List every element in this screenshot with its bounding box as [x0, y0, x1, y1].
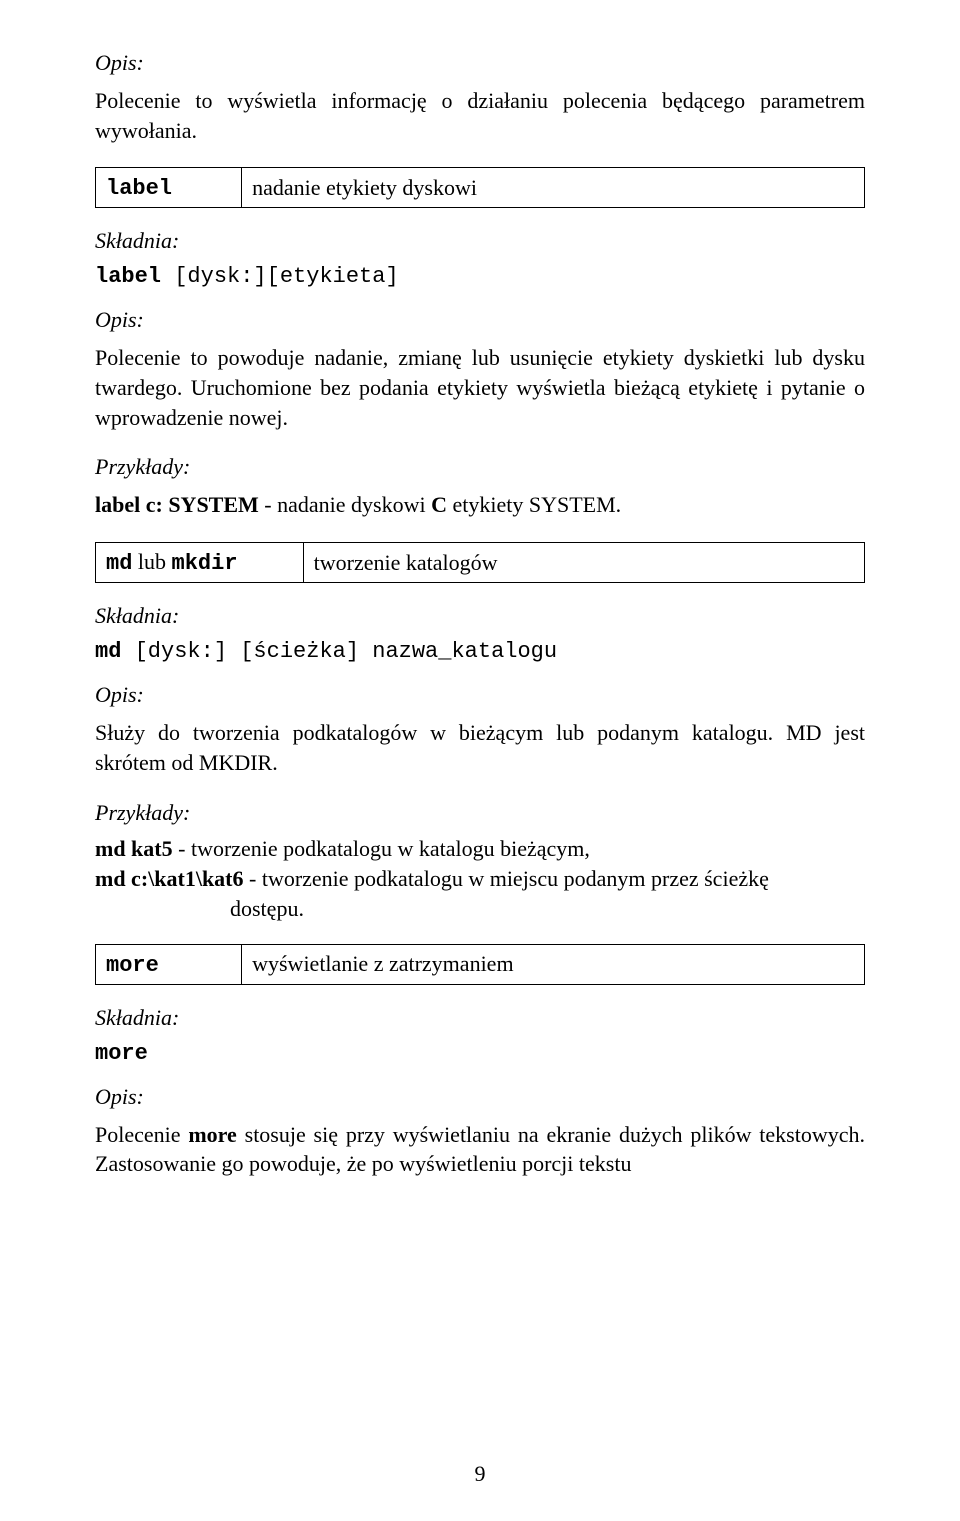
opis-cmd: more — [188, 1122, 236, 1147]
syntax-args: [dysk:] [ścieżka] nazwa_katalogu — [121, 639, 557, 664]
cmd-cell: md lub mkdir — [96, 543, 304, 583]
skladnia-heading: Składnia: — [95, 603, 865, 629]
syntax-md: md [dysk:] [ścieżka] nazwa_katalogu — [95, 639, 865, 664]
opis-text: Służy do tworzenia podkatalogów w bieżąc… — [95, 718, 865, 777]
cmd-desc: nadanie etykiety dyskowi — [242, 168, 865, 208]
skladnia-heading: Składnia: — [95, 228, 865, 254]
cmd-table-label: label nadanie etykiety dyskowi — [95, 167, 865, 208]
syntax-more: more — [95, 1041, 865, 1066]
cmd-name-label: label — [106, 176, 172, 201]
example-line: label c: SYSTEM - nadanie dyskowi C etyk… — [95, 490, 865, 520]
cmd-lub: lub — [132, 549, 171, 574]
example-cmd: label c: SYSTEM — [95, 492, 259, 517]
example-continuation: dostępu. — [230, 896, 865, 922]
table-row: md lub mkdir tworzenie katalogów — [96, 543, 865, 583]
opis-text: Polecenie to wyświetla informację o dzia… — [95, 86, 865, 145]
cmd-name-more: more — [106, 953, 159, 978]
example-text: - tworzenie podkatalogu w katalogu bieżą… — [173, 836, 590, 861]
opis-heading: Opis: — [95, 1084, 865, 1110]
cmd-name-mkdir: mkdir — [172, 551, 238, 576]
syntax-args: [dysk:][etykieta] — [161, 264, 399, 289]
cmd-name-md: md — [106, 551, 132, 576]
example-line: md kat5 - tworzenie podkatalogu w katalo… — [95, 836, 865, 862]
opis-heading: Opis: — [95, 50, 865, 76]
cmd-table-more: more wyświetlanie z zatrzymaniem — [95, 944, 865, 985]
przyklady-heading: Przykłady: — [95, 454, 865, 480]
syntax-cmd: md — [95, 639, 121, 664]
example-text: - nadanie dyskowi — [259, 492, 431, 517]
cmd-cell: label — [96, 168, 242, 208]
cmd-table-md: md lub mkdir tworzenie katalogów — [95, 542, 865, 583]
syntax-cmd: label — [95, 264, 161, 289]
example-line: md c:\kat1\kat6 - tworzenie podkatalogu … — [95, 866, 865, 892]
example-text: etykiety SYSTEM. — [447, 492, 621, 517]
page: Opis: Polecenie to wyświetla informację … — [0, 0, 960, 1521]
example-cmd: md kat5 — [95, 836, 173, 861]
cmd-cell: more — [96, 944, 242, 984]
table-row: label nadanie etykiety dyskowi — [96, 168, 865, 208]
opis-text: Polecenie to powoduje nadanie, zmianę lu… — [95, 343, 865, 432]
example-cmd: md c:\kat1\kat6 — [95, 866, 244, 891]
examples-md: md kat5 - tworzenie podkatalogu w katalo… — [95, 836, 865, 922]
przyklady-heading: Przykłady: — [95, 800, 865, 826]
table-row: more wyświetlanie z zatrzymaniem — [96, 944, 865, 984]
opis-part: Polecenie — [95, 1122, 188, 1147]
cmd-desc: wyświetlanie z zatrzymaniem — [242, 944, 865, 984]
syntax-label: label [dysk:][etykieta] — [95, 264, 865, 289]
page-number: 9 — [0, 1461, 960, 1487]
opis-text: Polecenie more stosuje się przy wyświetl… — [95, 1120, 865, 1179]
opis-heading: Opis: — [95, 307, 865, 333]
cmd-desc: tworzenie katalogów — [303, 543, 864, 583]
opis-heading: Opis: — [95, 682, 865, 708]
skladnia-heading: Składnia: — [95, 1005, 865, 1031]
example-arg: C — [431, 492, 447, 517]
example-text: - tworzenie podkatalogu w miejscu podany… — [244, 866, 769, 891]
